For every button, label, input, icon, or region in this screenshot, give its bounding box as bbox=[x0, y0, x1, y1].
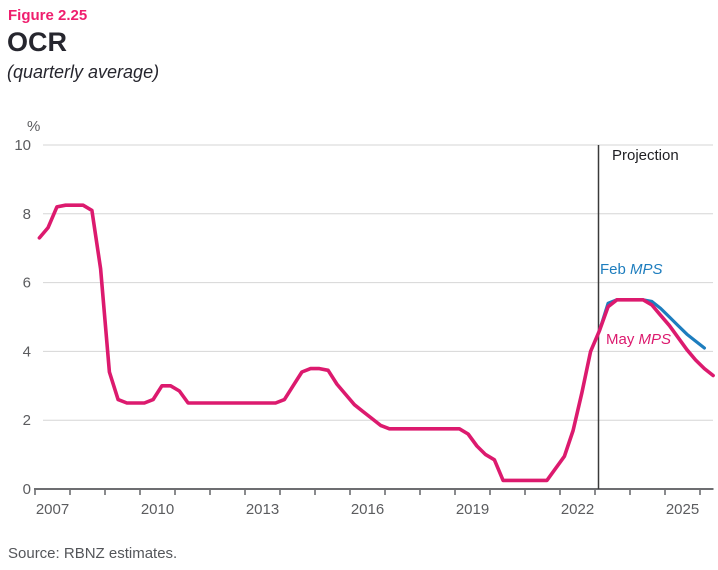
x-tick-label: 2019 bbox=[456, 501, 489, 518]
x-tick-label: 2013 bbox=[246, 501, 279, 518]
feb-mps-series-label: Feb MPS bbox=[600, 261, 663, 278]
y-tick-label: 10 bbox=[14, 137, 31, 154]
x-tick-label: 2016 bbox=[351, 501, 384, 518]
page-title: OCR bbox=[7, 27, 67, 57]
may-mps-series-label: May MPS bbox=[606, 331, 671, 348]
x-tick-label: 2022 bbox=[561, 501, 594, 518]
y-axis-unit-label: % bbox=[27, 118, 40, 135]
feb-mps-label-text: Feb bbox=[600, 261, 631, 278]
may-mps-label-italic: MPS bbox=[638, 331, 672, 348]
y-tick-label: 6 bbox=[23, 275, 31, 292]
may-mps-line bbox=[37, 203, 715, 483]
x-tick-label: 2010 bbox=[141, 501, 174, 518]
x-tick-label: 2007 bbox=[36, 501, 69, 518]
x-tick-label: 2025 bbox=[666, 501, 699, 518]
feb-mps-label-italic: MPS bbox=[630, 261, 663, 278]
chart-subtitle: (quarterly average) bbox=[7, 62, 160, 82]
y-tick-label: 8 bbox=[23, 206, 31, 223]
projection-label: Projection bbox=[612, 147, 679, 164]
source-note: Source: RBNZ estimates. bbox=[8, 545, 178, 562]
figure-label: Figure 2.25 bbox=[8, 7, 88, 24]
y-tick-label: 2 bbox=[23, 412, 31, 429]
y-tick-label: 4 bbox=[23, 343, 31, 360]
may-mps-label-text: May bbox=[606, 331, 639, 348]
y-tick-label: 0 bbox=[23, 481, 31, 498]
